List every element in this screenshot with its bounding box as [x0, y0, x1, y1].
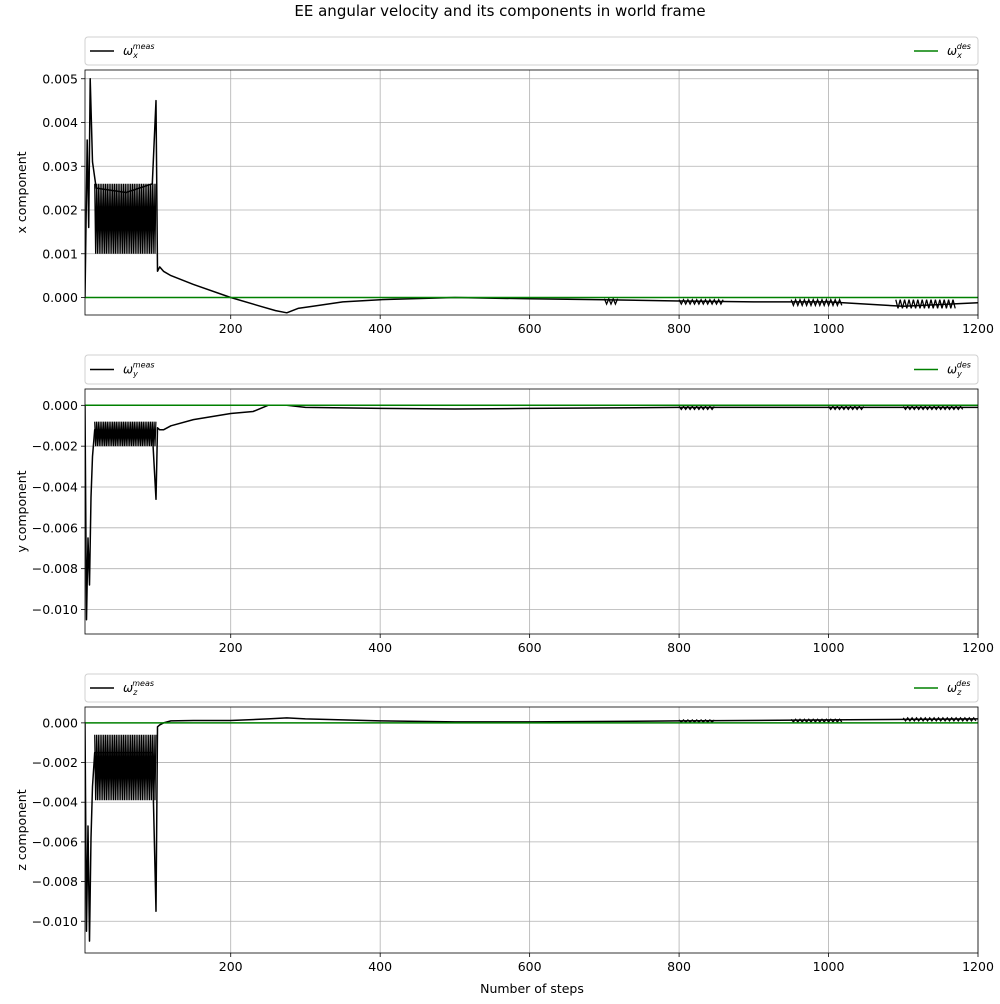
y-tick-label: −0.010 [32, 914, 78, 929]
axes-frame [84, 706, 979, 954]
x-tick-label: 1200 [962, 959, 994, 974]
x-tick-label: 600 [518, 321, 542, 336]
legend: ωxmeas ωxdes [84, 36, 979, 66]
series-measured-line [85, 717, 978, 942]
legend-box [84, 354, 979, 385]
series-measured-line [85, 404, 978, 621]
legend-label: ωydes [947, 361, 971, 379]
legend: ωzmeas ωzdes [84, 673, 979, 703]
legend-box [84, 36, 979, 66]
subplot-3: 200 400 600 800 1000 1200 0.000 −0.002 −0.004 −0.… [14, 673, 994, 974]
x-tick-label: 1000 [813, 959, 845, 974]
y-tick-label: −0.006 [32, 834, 78, 849]
y-tick-label: 0.000 [42, 715, 78, 730]
legend-label: ωxdes [947, 42, 971, 60]
legend: ωymeas ωydes [84, 354, 979, 385]
y-tick-label: −0.004 [32, 795, 78, 810]
x-tick-label: 400 [368, 321, 392, 336]
y-tick-label: 0.000 [42, 398, 78, 413]
x-tick-label: 800 [667, 640, 691, 655]
legend-entry-measured: ωzmeas [90, 679, 154, 697]
subplot-2: 200 400 600 800 1000 1200 0.000 −0.002 −0.004 −0.… [14, 354, 994, 655]
legend-label: ωxmeas [123, 42, 155, 60]
legend-label: ωzmeas [123, 679, 154, 697]
measured-oscillation-band [94, 421, 157, 447]
legend-label: ωymeas [123, 361, 155, 379]
x-tick-label: 800 [667, 959, 691, 974]
x-tick-label: 1000 [813, 321, 845, 336]
legend-entry-desired: ωydes [914, 361, 971, 379]
x-tick-label: 1200 [962, 321, 994, 336]
y-tick-label: 0.003 [42, 159, 78, 174]
y-axis-label: y component [14, 470, 29, 552]
x-tick-label: 400 [368, 640, 392, 655]
legend-label: ωzdes [947, 679, 970, 697]
figure-title: EE angular velocity and its components i… [294, 2, 705, 20]
legend-entry-desired: ωzdes [914, 679, 970, 697]
subplots: 200 400 600 800 1000 1200 0.000 0.001 0.002 0.003… [14, 36, 994, 974]
plot-area [85, 716, 978, 942]
x-tick-label: 200 [219, 959, 243, 974]
y-tick-label: −0.004 [32, 480, 78, 495]
y-tick-label: −0.002 [32, 755, 78, 770]
y-tick-label: 0.001 [42, 246, 78, 261]
plot-area [85, 78, 978, 314]
x-tick-label: 1200 [962, 640, 994, 655]
y-tick-label: −0.006 [32, 520, 78, 535]
x-tick-label: 400 [368, 959, 392, 974]
y-tick-label: −0.008 [32, 874, 78, 889]
x-tick-label: 600 [518, 959, 542, 974]
measured-jitter [827, 405, 865, 411]
measured-jitter [603, 297, 619, 306]
subplot-1: 200 400 600 800 1000 1200 0.000 0.001 0.002 0.003… [14, 36, 994, 336]
axes-frame [84, 388, 979, 635]
y-tick-label: −0.008 [32, 561, 78, 576]
plot-area [85, 404, 978, 621]
y-tick-label: 0.005 [42, 71, 78, 86]
y-tick-label: 0.000 [42, 290, 78, 305]
measured-oscillation-band [94, 183, 157, 254]
y-tick-label: −0.010 [32, 602, 78, 617]
x-axis-label: Number of steps [480, 981, 584, 996]
y-axis-label: x component [14, 151, 29, 233]
legend-entry-desired: ωxdes [914, 42, 971, 60]
legend-box [84, 673, 979, 703]
legend-entry-measured: ωymeas [90, 361, 155, 379]
x-tick-label: 200 [219, 321, 243, 336]
axes-frame [84, 69, 979, 316]
x-tick-label: 200 [219, 640, 243, 655]
y-axis-label: z component [14, 789, 29, 870]
y-tick-label: 0.004 [42, 115, 78, 130]
series-measured-line [85, 78, 978, 314]
y-tick-label: 0.002 [42, 203, 78, 218]
measured-jitter [678, 405, 715, 411]
x-tick-label: 800 [667, 321, 691, 336]
measured-oscillation-band [94, 734, 157, 801]
y-tick-label: −0.002 [32, 439, 78, 454]
x-tick-label: 1000 [813, 640, 845, 655]
measured-jitter [678, 298, 724, 306]
x-tick-label: 600 [518, 640, 542, 655]
legend-entry-measured: ωxmeas [90, 42, 155, 60]
